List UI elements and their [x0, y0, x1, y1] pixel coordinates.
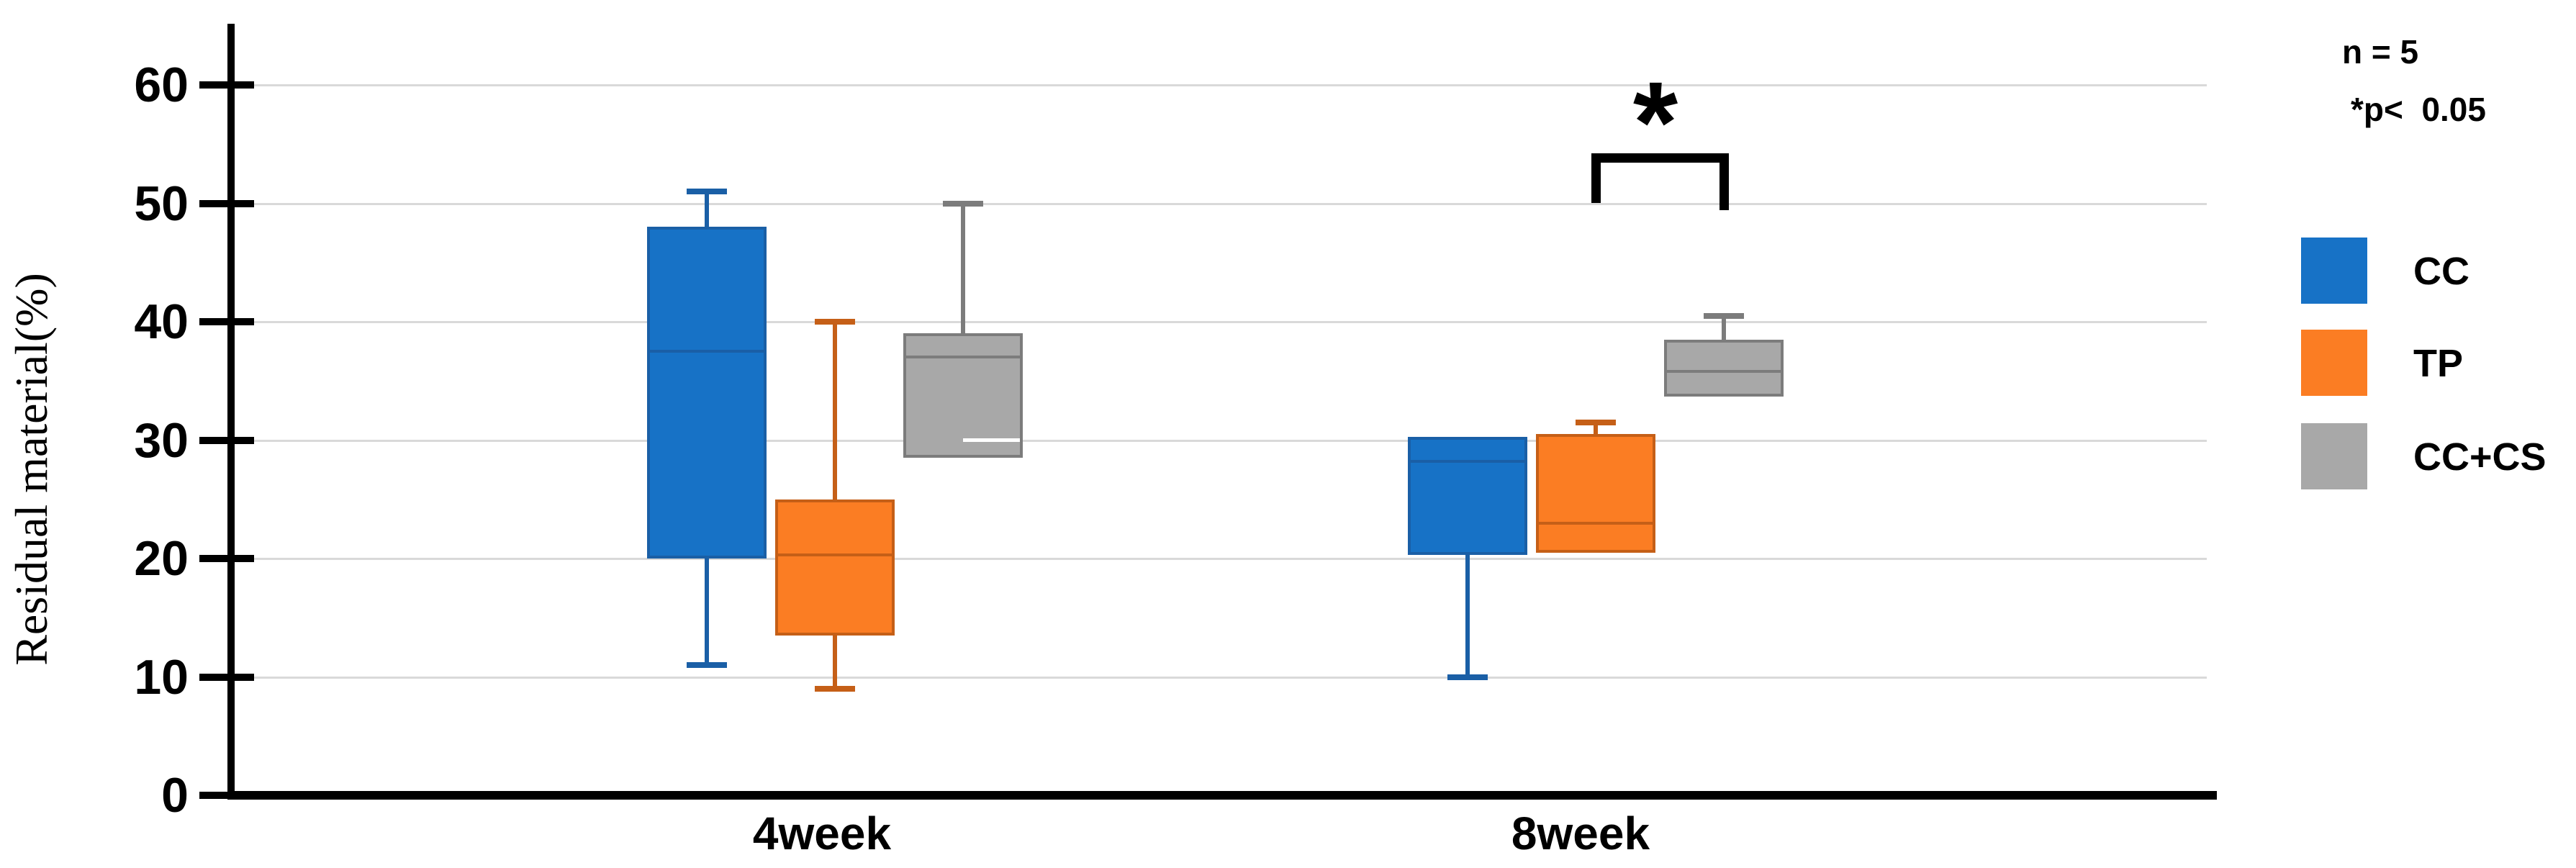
legend-note-n: n = 5	[2341, 33, 2419, 71]
x-category-label-8week: 8week	[1511, 808, 1650, 859]
y-tick-label-40: 40	[134, 294, 189, 349]
legend-note-p: *p< 0.05	[2351, 91, 2486, 128]
legend-label-TP: TP	[2413, 342, 2464, 385]
legend-swatch-CC	[2301, 238, 2367, 304]
median-line-CC+CS-4week	[903, 356, 1023, 359]
lower-whisker-CC-8week	[1465, 555, 1470, 677]
median-line-CC+CS-8week	[1664, 370, 1784, 374]
box-CC-4week	[647, 227, 767, 559]
upper-whisker-TP-8week	[1594, 422, 1598, 435]
box-TP-8week	[1536, 434, 1655, 553]
y-tick-label-30: 30	[134, 412, 189, 468]
upper-whisker-TP-4week	[833, 322, 837, 499]
legend-label-CC+CS: CC+CS	[2413, 435, 2546, 479]
y-tick-40	[199, 318, 254, 325]
upper-whisker-cap-CC+CS-4week	[943, 200, 983, 207]
significance-bracket-bar	[1591, 153, 1729, 163]
significance-bracket-right-leg	[1719, 153, 1729, 211]
lower-whisker-cap-TP-4week	[815, 685, 855, 692]
median-line-CC-4week	[647, 350, 767, 353]
y-tick-label-50: 50	[134, 176, 189, 231]
y-tick-label-10: 10	[134, 649, 189, 705]
significance-bracket-left-leg	[1591, 153, 1601, 204]
gridline-40	[232, 321, 2207, 323]
median-line-TP-8week	[1536, 521, 1655, 525]
significance-asterisk: *	[1632, 58, 1678, 186]
legend-swatch-CC+CS	[2301, 423, 2367, 489]
y-tick-50	[199, 199, 254, 207]
gridline-50	[232, 202, 2207, 205]
y-tick-20	[199, 555, 254, 562]
lower-whisker-CC-4week	[705, 559, 709, 666]
box-CC-8week	[1408, 436, 1527, 556]
upper-whisker-CC+CS-4week	[961, 203, 965, 334]
box-TP-4week	[775, 499, 895, 636]
y-axis-line	[227, 24, 235, 800]
upper-whisker-cap-TP-4week	[815, 319, 855, 325]
y-tick-10	[199, 673, 254, 681]
upper-whisker-cap-TP-8week	[1576, 419, 1616, 425]
white-dash-marker	[963, 438, 1020, 442]
lower-whisker-cap-CC-8week	[1447, 674, 1488, 680]
x-axis-line	[227, 791, 2217, 800]
y-tick-30	[199, 436, 254, 444]
y-tick-60	[199, 81, 254, 89]
y-tick-label-20: 20	[134, 531, 189, 586]
median-line-CC-8week	[1408, 460, 1527, 464]
upper-whisker-CC+CS-8week	[1722, 315, 1726, 340]
y-tick-label-60: 60	[134, 58, 189, 112]
lower-whisker-TP-4week	[833, 635, 837, 689]
box-CC+CS-4week	[903, 333, 1023, 458]
upper-whisker-cap-CC+CS-8week	[1704, 312, 1744, 319]
upper-whisker-cap-CC-4week	[687, 189, 727, 195]
lower-whisker-cap-CC-4week	[687, 662, 727, 669]
legend-swatch-TP	[2301, 330, 2367, 396]
y-tick-0	[199, 792, 254, 799]
gridline-60	[232, 84, 2207, 86]
median-line-TP-4week	[775, 553, 895, 557]
y-tick-label-0: 0	[161, 768, 189, 823]
gridline-20	[232, 558, 2207, 560]
upper-whisker-CC-4week	[705, 191, 709, 227]
gridline-10	[232, 676, 2207, 679]
x-category-label-4week: 4week	[752, 808, 892, 859]
gridline-30	[232, 439, 2207, 442]
legend-label-CC: CC	[2413, 250, 2469, 293]
box-CC+CS-8week	[1664, 339, 1784, 397]
